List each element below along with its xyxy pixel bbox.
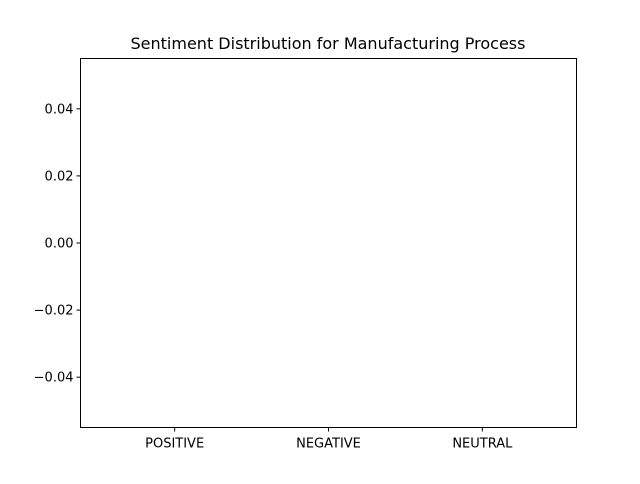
plot-frame: [80, 58, 577, 428]
x-axis: POSITIVE NEGATIVE NEUTRAL: [145, 427, 513, 452]
x-tick-label: NEUTRAL: [452, 437, 513, 452]
y-axis: 0.04 0.02 0.00 −0.02 −0.04: [34, 102, 81, 386]
x-tick-label: NEGATIVE: [296, 437, 361, 452]
x-tick-label: POSITIVE: [145, 437, 204, 452]
chart-title: Sentiment Distribution for Manufacturing…: [131, 34, 526, 53]
y-tick-label: 0.04: [45, 102, 74, 117]
y-tick-label: 0.00: [45, 237, 74, 252]
y-tick-label: 0.02: [45, 169, 74, 184]
y-tick-label: −0.02: [34, 304, 74, 319]
y-tick-label: −0.04: [34, 371, 74, 386]
